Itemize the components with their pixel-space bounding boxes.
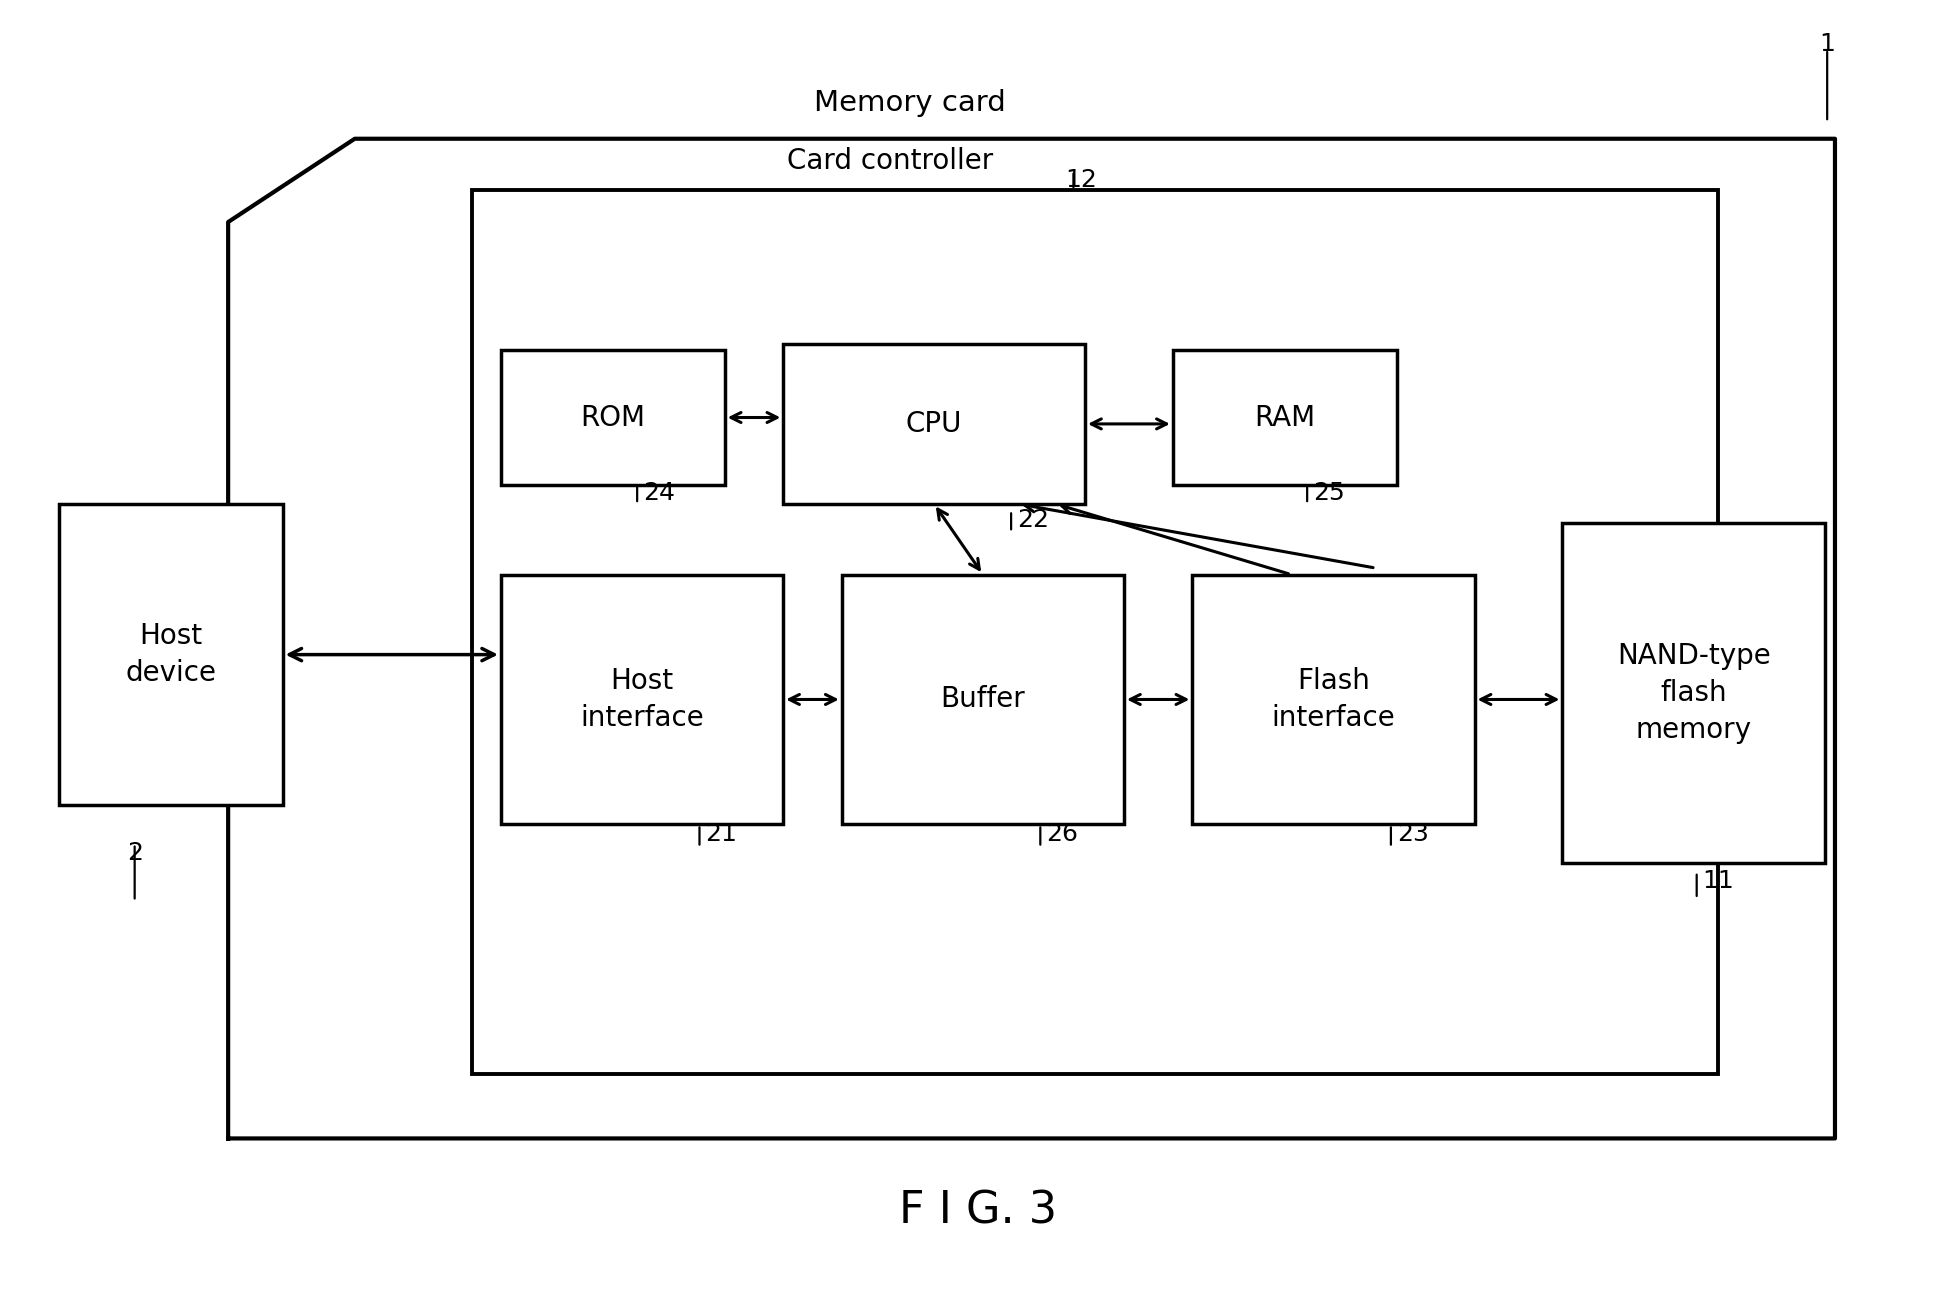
Text: 26: 26: [1046, 822, 1077, 846]
Bar: [1173, 350, 1396, 485]
Bar: [782, 344, 1085, 504]
Text: 11: 11: [1701, 869, 1734, 893]
Text: 1: 1: [1818, 32, 1834, 57]
Text: NAND-type
flash
memory: NAND-type flash memory: [1617, 642, 1769, 744]
Text: CPU: CPU: [905, 410, 962, 437]
Text: Host
interface: Host interface: [581, 667, 704, 731]
Text: 23: 23: [1396, 822, 1427, 846]
Bar: [500, 350, 725, 485]
Text: 24: 24: [643, 481, 674, 504]
Text: 22: 22: [1017, 508, 1048, 531]
Text: Flash
interface: Flash interface: [1271, 667, 1394, 731]
Bar: [471, 190, 1716, 1075]
Bar: [1193, 574, 1474, 824]
Text: Memory card: Memory card: [813, 89, 1005, 117]
Text: Host
device: Host device: [125, 622, 217, 688]
Text: 2: 2: [127, 841, 143, 866]
Text: Card controller: Card controller: [786, 147, 993, 174]
Text: Buffer: Buffer: [940, 685, 1024, 713]
Bar: [1562, 524, 1824, 863]
Text: 25: 25: [1312, 481, 1343, 504]
Bar: [841, 574, 1124, 824]
Bar: [59, 504, 283, 805]
Bar: [500, 574, 782, 824]
Text: ROM: ROM: [581, 404, 645, 431]
Text: 12: 12: [1065, 168, 1097, 192]
Text: 21: 21: [706, 822, 737, 846]
Text: F I G. 3: F I G. 3: [899, 1189, 1056, 1233]
Text: RAM: RAM: [1253, 404, 1314, 431]
